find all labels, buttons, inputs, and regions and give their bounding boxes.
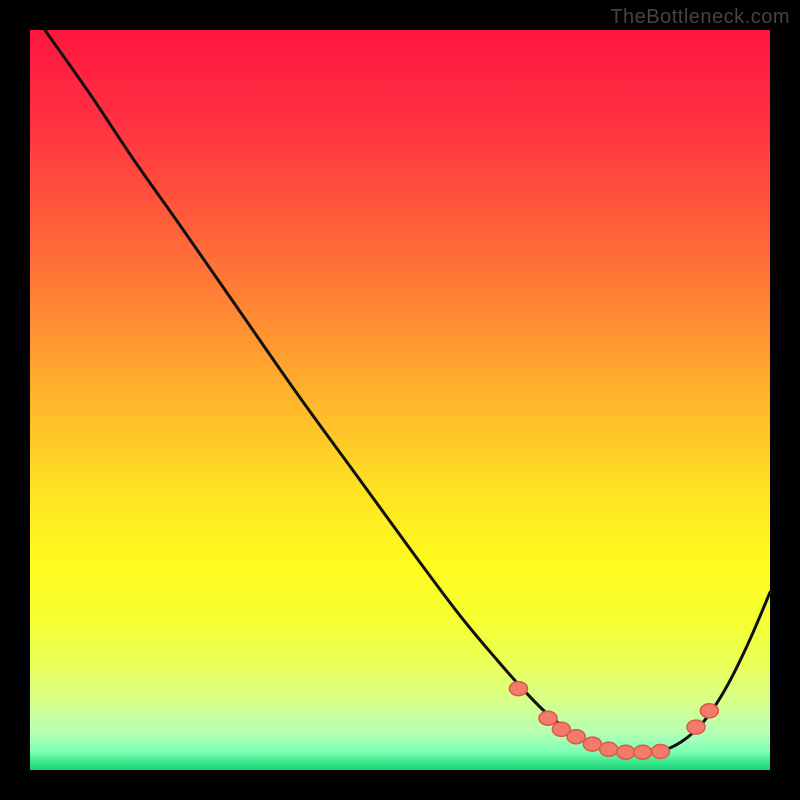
curve-marker (634, 745, 652, 759)
curve-marker (509, 682, 527, 696)
curve-marker (651, 745, 669, 759)
curve-marker (617, 745, 635, 759)
chart-stage: TheBottleneck.com (0, 0, 800, 800)
chart-svg (0, 0, 800, 800)
curve-marker (567, 730, 585, 744)
curve-marker (539, 711, 557, 725)
plot-background (30, 30, 770, 770)
curve-marker (700, 704, 718, 718)
watermark-text: TheBottleneck.com (610, 6, 790, 29)
curve-marker (687, 720, 705, 734)
curve-marker (600, 742, 618, 756)
curve-marker (583, 737, 601, 751)
